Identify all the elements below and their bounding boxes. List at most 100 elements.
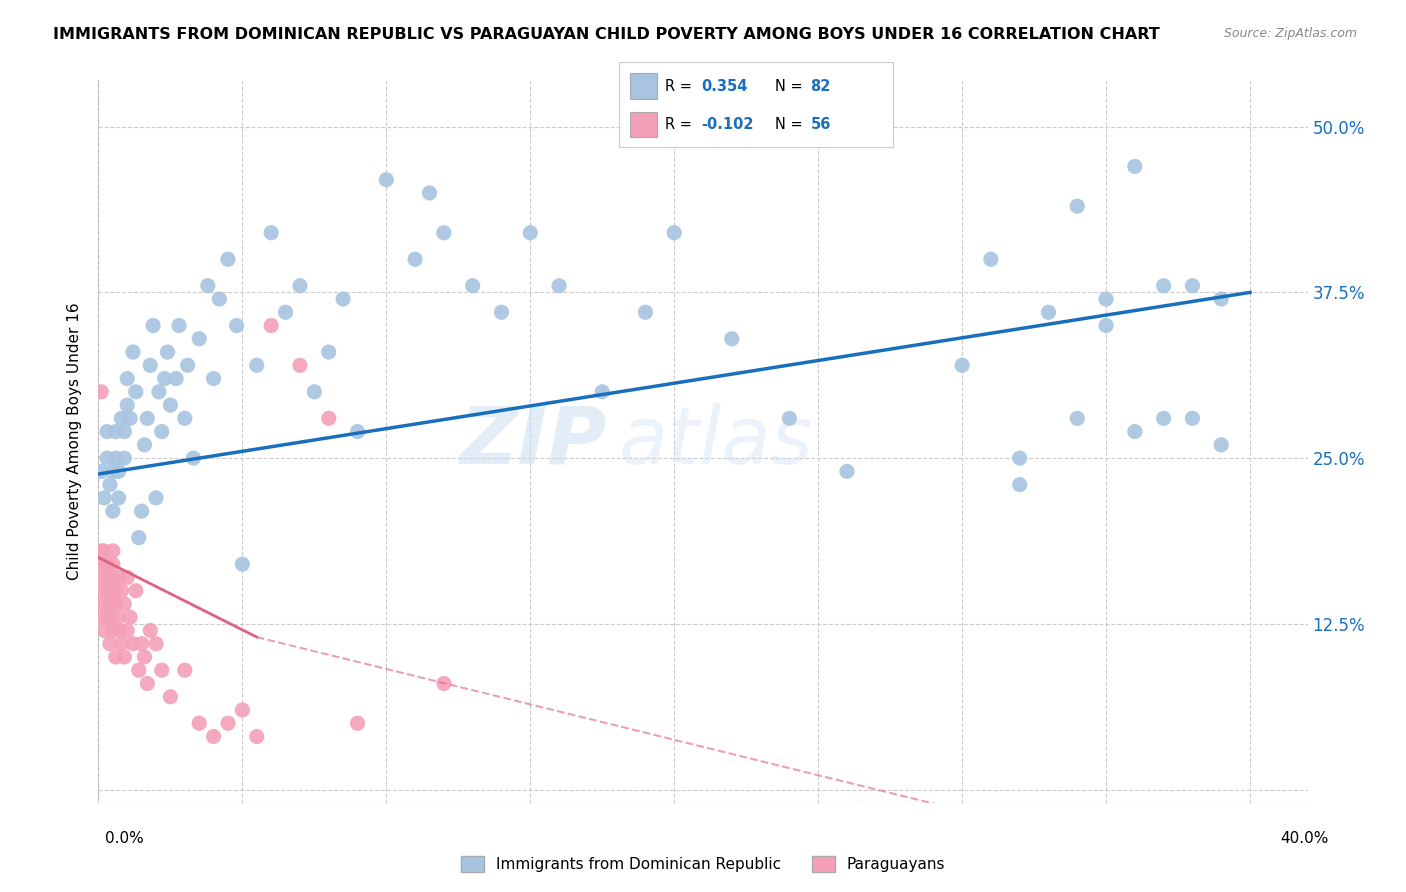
Point [101,464,124,478]
Point [202,371,225,385]
Point [150,663,173,677]
Point [288,278,311,293]
Point [318,411,340,425]
Text: -0.102: -0.102 [700,117,754,132]
Point [101,544,124,558]
Point [93,491,115,505]
Point [231,703,253,717]
Point [101,504,124,518]
Point [720,332,742,346]
Point [433,226,456,240]
Point [115,398,138,412]
Point [104,597,127,611]
Text: 0.0%: 0.0% [105,831,145,846]
Point [93,544,115,558]
Point [101,624,124,638]
Point [142,318,165,333]
Point [260,226,283,240]
Point [375,172,398,186]
Point [950,359,973,373]
Point [1038,305,1060,319]
Point [98,610,121,624]
Point [90,610,112,624]
Point [1123,160,1146,174]
Point [156,345,179,359]
Point [128,663,150,677]
Point [1123,425,1146,439]
Point [288,359,311,373]
Point [96,570,118,584]
Text: 82: 82 [810,78,831,94]
FancyBboxPatch shape [630,73,657,99]
Point [1211,438,1233,452]
Point [115,570,138,584]
Point [120,411,142,425]
Point [90,464,112,478]
Y-axis label: Child Poverty Among Boys Under 16: Child Poverty Among Boys Under 16 [67,302,83,581]
Point [110,637,132,651]
Point [461,278,484,293]
Point [115,371,138,385]
Legend: Immigrants from Dominican Republic, Paraguayans: Immigrants from Dominican Republic, Para… [454,850,952,879]
Text: Source: ZipAtlas.com: Source: ZipAtlas.com [1223,27,1357,40]
Point [433,676,456,690]
Point [96,610,118,624]
Point [122,637,145,651]
Point [346,716,368,731]
Point [418,186,440,200]
Point [274,305,297,319]
Point [115,624,138,638]
Point [125,583,148,598]
Point [98,597,121,611]
Point [104,650,127,665]
Point [1153,411,1175,425]
Text: N =: N = [775,117,807,132]
Point [225,318,247,333]
Point [112,597,135,611]
Point [93,557,115,571]
Text: 0.354: 0.354 [700,78,747,94]
Text: 40.0%: 40.0% [1281,831,1329,846]
Point [217,716,239,731]
Point [835,464,858,478]
Point [231,557,253,571]
Point [107,610,129,624]
Point [107,570,129,584]
Point [318,345,340,359]
Point [548,278,571,293]
Point [664,226,686,240]
Point [167,318,190,333]
Point [93,570,115,584]
Point [120,610,142,624]
Point [107,464,129,478]
Point [107,491,129,505]
Point [173,411,195,425]
Point [125,384,148,399]
Point [591,384,613,399]
Point [93,624,115,638]
Point [128,531,150,545]
Point [1095,318,1118,333]
Point [217,252,239,267]
Point [145,491,167,505]
Point [1008,451,1031,466]
Point [1181,278,1204,293]
Point [159,398,181,412]
Point [197,278,219,293]
Point [246,730,269,744]
Point [153,371,176,385]
Point [134,650,156,665]
Point [1211,292,1233,306]
Point [104,451,127,466]
Point [346,425,368,439]
Point [202,730,225,744]
Point [90,544,112,558]
Point [96,583,118,598]
Point [188,332,211,346]
Point [188,716,211,731]
Text: atlas: atlas [619,402,813,481]
Point [634,305,657,319]
Point [96,451,118,466]
Point [136,411,159,425]
Point [90,583,112,598]
